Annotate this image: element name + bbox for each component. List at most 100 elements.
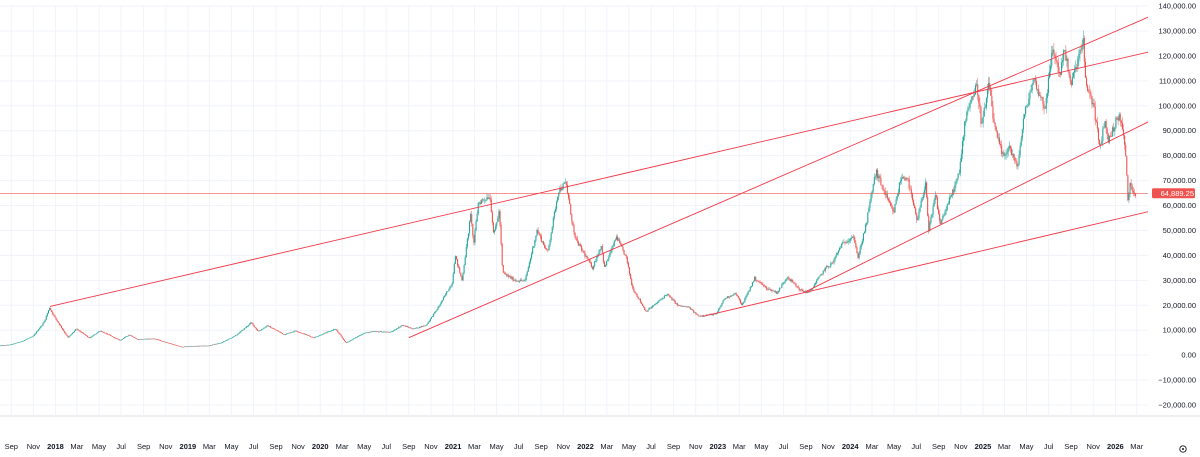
candle-body [302,333,304,334]
candle-body [1030,90,1032,93]
x-tick-label: Sep [534,442,547,451]
candle-body [966,111,968,121]
x-tick-label: Nov [821,442,835,451]
candle-body [281,333,283,334]
candle-body [147,338,150,340]
candle-body [221,342,224,343]
x-tick-label: Jul [911,442,921,451]
candle-body [912,200,915,206]
candle-body [688,306,690,308]
candle-body [831,262,833,264]
candle-body [848,240,850,242]
gear-icon[interactable] [1179,445,1187,453]
candle-body [244,327,246,329]
candle-body [642,303,644,306]
candle-body [660,299,662,300]
candle-body [515,280,517,282]
candle-body [327,331,329,333]
candle-body [44,319,46,322]
trendline[interactable] [805,121,1149,292]
candle-body [208,345,211,347]
trendline[interactable] [702,211,1149,317]
candle-body [573,225,575,233]
candle-body [924,182,927,190]
candle-body [524,279,526,281]
candle-body [733,293,735,296]
trendline[interactable] [408,16,1149,339]
candle-body [134,337,137,339]
candle-body [755,276,757,281]
candle-body [633,288,635,292]
x-tick-label: 2018 [47,442,64,451]
candle-body [70,334,72,336]
candle-body [1093,103,1095,107]
candle-body [743,302,745,304]
candle-body [290,332,292,334]
x-tick-label: Jul [116,442,126,451]
candle-body [231,337,233,339]
candle-body [972,96,974,97]
x-tick-label: Sep [1064,442,1077,451]
x-tick-label: May [1019,442,1033,451]
candle-body [137,339,139,340]
candle-body [223,341,225,343]
candle-body [173,344,175,345]
current-price-tag: 64,889.25 [1152,188,1195,199]
candle-body [491,212,493,223]
candle-body [818,276,820,279]
candle-body [546,248,548,250]
candle-body [120,339,122,341]
candle-body [463,265,465,274]
candle-body [384,331,386,333]
candle-body [153,338,155,340]
price-axis[interactable]: 140,000.00 130,000.00 120,000.00 110,000.00… [1158,2,1196,410]
time-axis[interactable]: Sep Nov 2018 Mar May Jul Sep Nov 2019 Mar May Jul Se… [5,442,1144,451]
trendlines[interactable] [49,16,1149,339]
candle-body [16,342,18,344]
chart-settings-button[interactable] [1179,445,1187,453]
candle-body [764,285,767,287]
candle-body [682,306,684,307]
candle-body [553,211,555,218]
candle-body [1096,121,1098,129]
candle-body [152,338,154,340]
candle-body [400,325,402,327]
candle-body [181,346,183,348]
candle-body [131,335,133,337]
candle-body [484,199,486,201]
candle-body [1088,90,1090,92]
candle-body [1085,77,1088,86]
candle-body [416,327,418,329]
candle-body [698,315,700,317]
candle-body [401,325,403,326]
candle-body [268,326,270,327]
candle-body [314,336,316,338]
candle-body [429,318,431,321]
trendline[interactable] [49,51,1149,307]
candle-body [76,328,78,330]
candle-body [192,346,194,347]
candle-body [103,331,105,333]
candle-body [1,345,3,346]
candle-body [946,204,948,210]
candle-body [905,177,907,180]
x-tick-label: Sep [667,442,680,451]
candle-body [998,137,1001,144]
candle-body [369,331,372,333]
candle-body [803,291,805,292]
candle-body [1032,78,1034,85]
candle-body [1077,58,1079,69]
candle-body [517,281,520,282]
candle-body [922,194,924,199]
candle-body [249,323,251,326]
candle-body [32,335,34,337]
candle-body [392,330,394,332]
current-price-label: 64,889.25 [1161,189,1194,198]
candle-body [377,331,379,332]
candle-body [941,219,943,225]
candle-body [747,291,749,295]
x-tick-label: Sep [269,442,282,451]
candle-body [855,242,857,248]
